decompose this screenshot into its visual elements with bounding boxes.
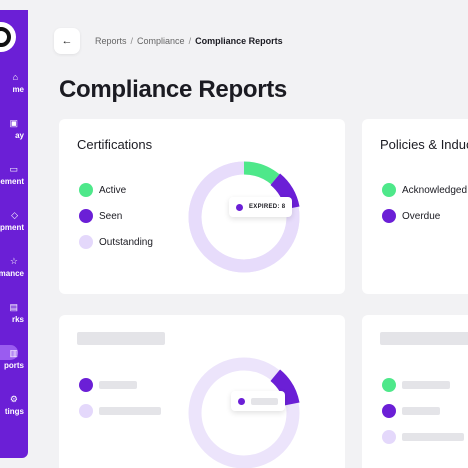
- pay-icon: ▣: [9, 118, 18, 128]
- sidebar-item-performance[interactable]: ☆ rmance: [0, 256, 28, 286]
- perks-icon: ▤: [9, 302, 18, 312]
- policies-card: Policies & Induc Acknowledged Overdue: [362, 119, 468, 294]
- card-title: Certifications: [77, 137, 153, 152]
- chart-tooltip: EXPIRED: 8: [229, 197, 293, 217]
- breadcrumb-separator: /: [130, 36, 134, 46]
- legend-dot-acknowledged: [382, 378, 396, 392]
- card-title: Policies & Induc: [380, 137, 468, 152]
- legend-item-acknowledged: Acknowledged: [382, 182, 467, 198]
- certifications-donut-chart: [188, 161, 300, 273]
- legend-item-overdue: Overdue: [382, 208, 440, 224]
- skeleton-title: [77, 332, 165, 345]
- legend-dot-outstanding: [79, 235, 93, 249]
- skeleton-label: [402, 381, 450, 389]
- loading-card: [59, 315, 345, 468]
- legend-label: Outstanding: [99, 236, 153, 248]
- legend-dot-active: [79, 183, 93, 197]
- sidebar-item-pay[interactable]: ▣ ay: [0, 118, 28, 148]
- back-button[interactable]: ←: [54, 28, 80, 54]
- breadcrumb-separator: /: [188, 36, 192, 46]
- sidebar-item-reports[interactable]: ▥ ports: [0, 345, 28, 378]
- sidebar-item-label: tings: [4, 407, 24, 416]
- skeleton-label: [250, 397, 278, 405]
- breadcrumb: Reports / Compliance / Compliance Reports: [95, 36, 283, 46]
- donut-segment-active[interactable]: [188, 161, 300, 273]
- legend-dot-overdue: [382, 209, 396, 223]
- loading-donut-chart: [188, 357, 300, 468]
- skeleton-label: [99, 407, 161, 415]
- skeleton-legend-item: [382, 403, 440, 419]
- legend-label: Seen: [99, 210, 123, 222]
- skeleton-label: [402, 433, 464, 441]
- sidebar-item-label: me: [12, 85, 24, 94]
- sidebar-item-perks[interactable]: ▤ rks: [0, 302, 28, 332]
- legend-item-seen: Seen: [79, 208, 122, 224]
- sidebar-item-label: agement: [0, 177, 24, 186]
- active-indicator: [0, 345, 18, 360]
- tooltip-dot: [236, 203, 243, 211]
- legend-item-outstanding: Outstanding: [79, 234, 153, 250]
- tooltip-dot: [238, 397, 245, 405]
- performance-icon: ☆: [9, 256, 18, 266]
- skeleton-legend-item: [382, 429, 464, 445]
- sidebar-item-label: ports: [4, 361, 24, 370]
- legend-label: Overdue: [402, 210, 441, 222]
- sidebar-item-development[interactable]: ◇ opment: [0, 210, 28, 240]
- certifications-card: Certifications Active Seen Outstanding E…: [59, 119, 345, 294]
- reports-icon: ▥: [9, 348, 18, 358]
- skeleton-tooltip: [231, 391, 285, 411]
- skeleton-legend-item: [79, 403, 161, 419]
- skeleton-title: [380, 332, 468, 345]
- sidebar-item-label: rmance: [0, 269, 24, 278]
- page-title: Compliance Reports: [59, 76, 287, 103]
- loading-card-2: [362, 315, 468, 468]
- sidebar-item-management[interactable]: ▭ agement: [0, 164, 28, 194]
- skeleton-label: [99, 381, 137, 389]
- legend-item-active: Active: [79, 182, 126, 198]
- arrow-left-icon: ←: [61, 35, 73, 47]
- home-icon: ⌂: [12, 72, 18, 82]
- breadcrumb-compliance[interactable]: Compliance: [137, 36, 185, 46]
- legend-dot-outstanding: [382, 430, 396, 444]
- legend-dot-outstanding: [79, 404, 93, 418]
- skeleton-label: [402, 407, 440, 415]
- sidebar-item-settings[interactable]: ⚙ tings: [0, 394, 28, 424]
- sidebar-item-label: ay: [15, 131, 24, 140]
- sidebar: ⌂ me ▣ ay ▭ agement ◇ opment ☆ rmance ▤ …: [0, 10, 28, 458]
- development-icon: ◇: [11, 210, 18, 220]
- tooltip-text: EXPIRED: 8: [249, 204, 286, 210]
- legend-label: Active: [99, 184, 127, 196]
- legend-dot-overdue: [382, 404, 396, 418]
- breadcrumb-reports[interactable]: Reports: [95, 36, 127, 46]
- sidebar-item-home[interactable]: ⌂ me: [0, 72, 28, 102]
- legend-label: Acknowledged: [402, 184, 468, 196]
- legend-dot-acknowledged: [382, 183, 396, 197]
- management-icon: ▭: [9, 164, 18, 174]
- sidebar-item-label: rks: [11, 315, 24, 324]
- legend-dot-seen: [79, 378, 93, 392]
- skeleton-legend-item: [382, 377, 450, 393]
- logo-mark: [0, 27, 11, 47]
- sidebar-item-label: opment: [0, 223, 24, 232]
- legend-dot-seen: [79, 209, 93, 223]
- skeleton-legend-item: [79, 377, 137, 393]
- settings-icon: ⚙: [9, 394, 18, 404]
- breadcrumb-current: Compliance Reports: [195, 36, 283, 46]
- donut-track: [188, 357, 300, 468]
- logo[interactable]: [0, 22, 16, 52]
